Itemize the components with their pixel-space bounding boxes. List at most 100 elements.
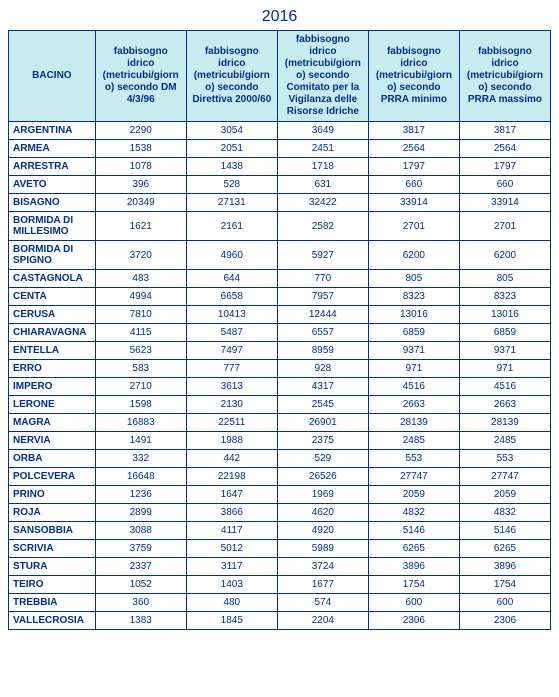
- value-cell: 2059: [459, 486, 550, 504]
- value-cell: 805: [459, 270, 550, 288]
- value-cell: 1969: [277, 486, 368, 504]
- basin-cell: CHIARAVAGNA: [9, 324, 96, 342]
- value-cell: 528: [186, 176, 277, 194]
- value-cell: 660: [368, 176, 459, 194]
- value-cell: 1718: [277, 158, 368, 176]
- col-header-prra-max: fabbisogno idrico (metricubi/giorno) sec…: [459, 31, 550, 122]
- value-cell: 442: [186, 450, 277, 468]
- value-cell: 529: [277, 450, 368, 468]
- value-cell: 583: [95, 360, 186, 378]
- value-cell: 644: [186, 270, 277, 288]
- value-cell: 360: [95, 594, 186, 612]
- value-cell: 1647: [186, 486, 277, 504]
- value-cell: 483: [95, 270, 186, 288]
- value-cell: 1236: [95, 486, 186, 504]
- value-cell: 4832: [459, 504, 550, 522]
- value-cell: 2059: [368, 486, 459, 504]
- basin-cell: BORMIDA DI SPIGNO: [9, 241, 96, 270]
- value-cell: 1797: [459, 158, 550, 176]
- value-cell: 553: [459, 450, 550, 468]
- value-cell: 4620: [277, 504, 368, 522]
- value-cell: 13016: [459, 306, 550, 324]
- table-row: NERVIA14911988237524852485: [9, 432, 551, 450]
- value-cell: 2290: [95, 122, 186, 140]
- value-cell: 2701: [368, 212, 459, 241]
- value-cell: 971: [368, 360, 459, 378]
- value-cell: 2899: [95, 504, 186, 522]
- value-cell: 7810: [95, 306, 186, 324]
- basin-cell: TREBBIA: [9, 594, 96, 612]
- value-cell: 2451: [277, 140, 368, 158]
- value-cell: 3896: [368, 558, 459, 576]
- basin-cell: PRINO: [9, 486, 96, 504]
- basin-cell: POLCEVERA: [9, 468, 96, 486]
- value-cell: 4832: [368, 504, 459, 522]
- basin-cell: ROJA: [9, 504, 96, 522]
- table-row: ENTELLA56237497895993719371: [9, 342, 551, 360]
- col-header-comitato: fabbisogno idrico (metricubi/giorno) sec…: [277, 31, 368, 122]
- value-cell: 5012: [186, 540, 277, 558]
- value-cell: 3088: [95, 522, 186, 540]
- value-cell: 332: [95, 450, 186, 468]
- value-cell: 2204: [277, 612, 368, 630]
- table-body: ARGENTINA22903054364938173817ARMEA153820…: [9, 122, 551, 630]
- value-cell: 600: [459, 594, 550, 612]
- value-cell: 6658: [186, 288, 277, 306]
- col-header-dm4396: fabbisogno idrico (metricubi/giorno) sec…: [95, 31, 186, 122]
- basin-cell: BORMIDA DI MILLESIMO: [9, 212, 96, 241]
- value-cell: 4960: [186, 241, 277, 270]
- value-cell: 1383: [95, 612, 186, 630]
- col-header-prra-min: fabbisogno idrico (metricubi/giorno) sec…: [368, 31, 459, 122]
- year-title: 2016: [8, 8, 551, 26]
- value-cell: 3720: [95, 241, 186, 270]
- value-cell: 4317: [277, 378, 368, 396]
- value-cell: 6557: [277, 324, 368, 342]
- value-cell: 22198: [186, 468, 277, 486]
- table-row: STURA23373117372438963896: [9, 558, 551, 576]
- basin-cell: ARRESTRA: [9, 158, 96, 176]
- basin-cell: LERONE: [9, 396, 96, 414]
- value-cell: 2485: [459, 432, 550, 450]
- value-cell: 396: [95, 176, 186, 194]
- value-cell: 1052: [95, 576, 186, 594]
- table-row: TREBBIA360480574600600: [9, 594, 551, 612]
- value-cell: 6200: [459, 241, 550, 270]
- table-row: LERONE15982130254526632663: [9, 396, 551, 414]
- value-cell: 27131: [186, 194, 277, 212]
- value-cell: 805: [368, 270, 459, 288]
- value-cell: 28139: [459, 414, 550, 432]
- value-cell: 22511: [186, 414, 277, 432]
- value-cell: 5927: [277, 241, 368, 270]
- basin-cell: CERUSA: [9, 306, 96, 324]
- table-row: VALLECROSIA13831845220423062306: [9, 612, 551, 630]
- basin-cell: VALLECROSIA: [9, 612, 96, 630]
- value-cell: 3613: [186, 378, 277, 396]
- value-cell: 1598: [95, 396, 186, 414]
- table-row: AVETO396528631660660: [9, 176, 551, 194]
- value-cell: 1621: [95, 212, 186, 241]
- value-cell: 600: [368, 594, 459, 612]
- value-cell: 8959: [277, 342, 368, 360]
- value-cell: 32422: [277, 194, 368, 212]
- value-cell: 2663: [368, 396, 459, 414]
- value-cell: 4516: [368, 378, 459, 396]
- value-cell: 6200: [368, 241, 459, 270]
- value-cell: 2375: [277, 432, 368, 450]
- basin-cell: BISAGNO: [9, 194, 96, 212]
- value-cell: 4994: [95, 288, 186, 306]
- value-cell: 3866: [186, 504, 277, 522]
- basin-cell: ENTELLA: [9, 342, 96, 360]
- value-cell: 631: [277, 176, 368, 194]
- value-cell: 8323: [368, 288, 459, 306]
- table-row: PRINO12361647196920592059: [9, 486, 551, 504]
- value-cell: 9371: [459, 342, 550, 360]
- value-cell: 1754: [368, 576, 459, 594]
- value-cell: 7957: [277, 288, 368, 306]
- value-cell: 1438: [186, 158, 277, 176]
- value-cell: 1845: [186, 612, 277, 630]
- col-header-direttiva200060: fabbisogno idrico (metricubi/giorno) sec…: [186, 31, 277, 122]
- value-cell: 20349: [95, 194, 186, 212]
- value-cell: 6265: [368, 540, 459, 558]
- value-cell: 777: [186, 360, 277, 378]
- value-cell: 33914: [368, 194, 459, 212]
